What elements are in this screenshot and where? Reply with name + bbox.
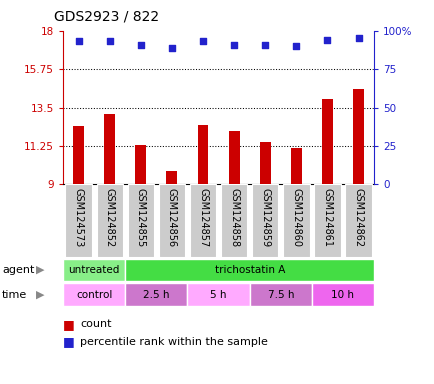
Point — [168, 45, 175, 51]
Text: untreated: untreated — [68, 265, 120, 275]
Text: agent: agent — [2, 265, 34, 275]
Point — [230, 41, 237, 48]
FancyBboxPatch shape — [63, 258, 125, 281]
Bar — [259, 142, 270, 184]
Text: trichostatin A: trichostatin A — [214, 265, 284, 275]
Text: ▶: ▶ — [36, 290, 45, 300]
Text: GSM124860: GSM124860 — [291, 188, 301, 247]
Text: GSM124573: GSM124573 — [73, 188, 83, 247]
Point — [261, 41, 268, 48]
Text: GSM124861: GSM124861 — [322, 188, 332, 247]
Bar — [321, 99, 332, 184]
Bar — [104, 114, 115, 184]
FancyBboxPatch shape — [63, 283, 125, 306]
Text: 5 h: 5 h — [210, 290, 226, 300]
Text: 7.5 h: 7.5 h — [267, 290, 293, 300]
Text: ▶: ▶ — [36, 265, 45, 275]
Point — [75, 38, 82, 45]
FancyBboxPatch shape — [311, 283, 373, 306]
Bar — [228, 131, 239, 184]
Point — [137, 41, 144, 48]
Bar — [135, 145, 146, 184]
FancyBboxPatch shape — [283, 184, 309, 257]
Text: control: control — [76, 290, 112, 300]
Text: 10 h: 10 h — [331, 290, 354, 300]
FancyBboxPatch shape — [125, 258, 373, 281]
Text: percentile rank within the sample: percentile rank within the sample — [80, 337, 268, 347]
FancyBboxPatch shape — [158, 184, 185, 257]
FancyBboxPatch shape — [189, 184, 216, 257]
FancyBboxPatch shape — [96, 184, 123, 257]
Bar — [73, 126, 84, 184]
FancyBboxPatch shape — [125, 283, 187, 306]
Text: GSM124858: GSM124858 — [229, 188, 239, 247]
Point — [323, 37, 330, 43]
Bar — [290, 149, 301, 184]
Point — [292, 43, 299, 49]
FancyBboxPatch shape — [127, 184, 154, 257]
Text: GSM124856: GSM124856 — [167, 188, 177, 247]
Text: time: time — [2, 290, 27, 300]
FancyBboxPatch shape — [187, 283, 249, 306]
Bar — [197, 126, 208, 184]
FancyBboxPatch shape — [220, 184, 247, 257]
FancyBboxPatch shape — [65, 184, 92, 257]
Bar — [166, 170, 177, 184]
Text: ■: ■ — [63, 318, 75, 331]
Text: 2.5 h: 2.5 h — [143, 290, 169, 300]
Point — [354, 35, 361, 41]
Text: count: count — [80, 319, 112, 329]
FancyBboxPatch shape — [345, 184, 371, 257]
FancyBboxPatch shape — [313, 184, 340, 257]
Text: ■: ■ — [63, 335, 75, 348]
Text: GSM124857: GSM124857 — [197, 188, 207, 247]
Text: GSM124862: GSM124862 — [353, 188, 363, 247]
Text: GSM124859: GSM124859 — [260, 188, 270, 247]
Point — [199, 38, 206, 45]
Point — [106, 38, 113, 45]
Text: GSM124852: GSM124852 — [105, 188, 115, 247]
Text: GSM124855: GSM124855 — [135, 188, 145, 247]
Text: GDS2923 / 822: GDS2923 / 822 — [54, 9, 159, 23]
Bar — [352, 89, 363, 184]
FancyBboxPatch shape — [251, 184, 278, 257]
FancyBboxPatch shape — [249, 283, 311, 306]
